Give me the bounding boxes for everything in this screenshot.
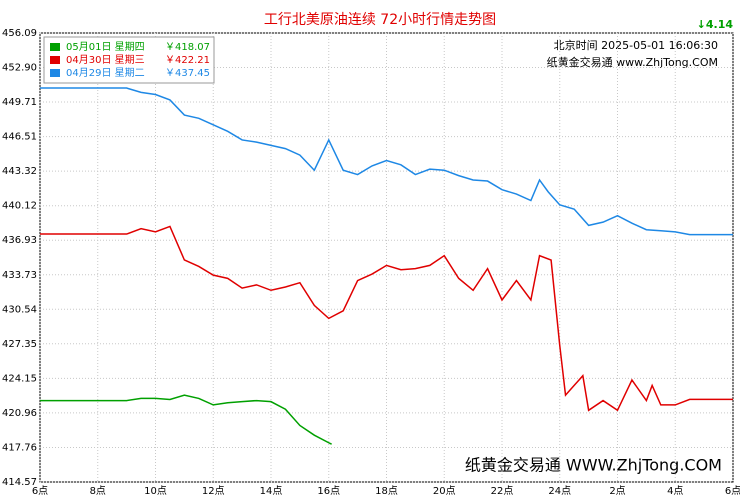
y-tick-label: 433.73 (2, 270, 37, 281)
legend-swatch (50, 43, 60, 51)
x-tick-label: 14点 (260, 485, 283, 497)
legend-label: 04月30日 星期三 (66, 54, 145, 66)
x-tick-label: 20点 (433, 485, 456, 497)
x-tick-label: 22点 (491, 485, 514, 497)
legend-swatch (50, 69, 60, 77)
y-tick-label: 456.09 (2, 28, 37, 39)
legend-label: 04月29日 星期二 (66, 67, 145, 79)
y-tick-label: 420.96 (2, 408, 37, 419)
timestamp: 北京时间 2025-05-01 16:06:30 (554, 38, 718, 52)
watermark: 纸黄金交易通 WWW.ZhjTong.COM (465, 456, 722, 475)
y-tick-label: 414.57 (2, 477, 37, 488)
y-tick-label: 424.15 (2, 373, 37, 384)
series-line (40, 87, 733, 236)
x-tick-label: 8点 (90, 485, 106, 497)
series-line (40, 225, 733, 412)
x-tick-label: 10点 (144, 485, 167, 497)
x-tick-label: 16点 (317, 485, 340, 497)
legend-price: ￥437.45 (165, 68, 210, 79)
y-tick-label: 452.90 (2, 62, 37, 73)
x-tick-label: 6点 (725, 485, 740, 497)
source: 纸黄金交易通 www.ZhjTong.COM (547, 55, 718, 69)
legend-box (43, 36, 215, 84)
x-tick-label: 6点 (32, 485, 48, 497)
y-tick-label: 417.76 (2, 443, 37, 454)
change: ↓4.14 (697, 18, 734, 31)
y-tick-label: 443.32 (2, 166, 37, 177)
y-tick-label: 449.71 (2, 97, 37, 108)
x-tick-label: 24点 (548, 485, 571, 497)
legend-label: 05月01日 星期四 (66, 41, 145, 53)
y-tick-label: 430.54 (2, 304, 37, 315)
x-tick-label: 2点 (609, 485, 625, 497)
y-tick-label: 436.93 (2, 235, 37, 246)
legend-price: ￥418.07 (165, 42, 210, 53)
legend-price: ￥422.21 (165, 55, 210, 66)
y-tick-label: 440.12 (2, 201, 37, 212)
y-tick-label: 446.51 (2, 132, 37, 143)
x-tick-label: 12点 (202, 485, 225, 497)
legend-swatch (50, 56, 60, 64)
chart-title: 工行北美原油连续 72小时行情走势图 (264, 11, 496, 28)
y-tick-label: 427.35 (2, 339, 37, 350)
plot-frame (39, 32, 734, 483)
x-tick-label: 18点 (375, 485, 398, 497)
x-tick-label: 4点 (667, 485, 683, 497)
series-line (40, 394, 332, 445)
